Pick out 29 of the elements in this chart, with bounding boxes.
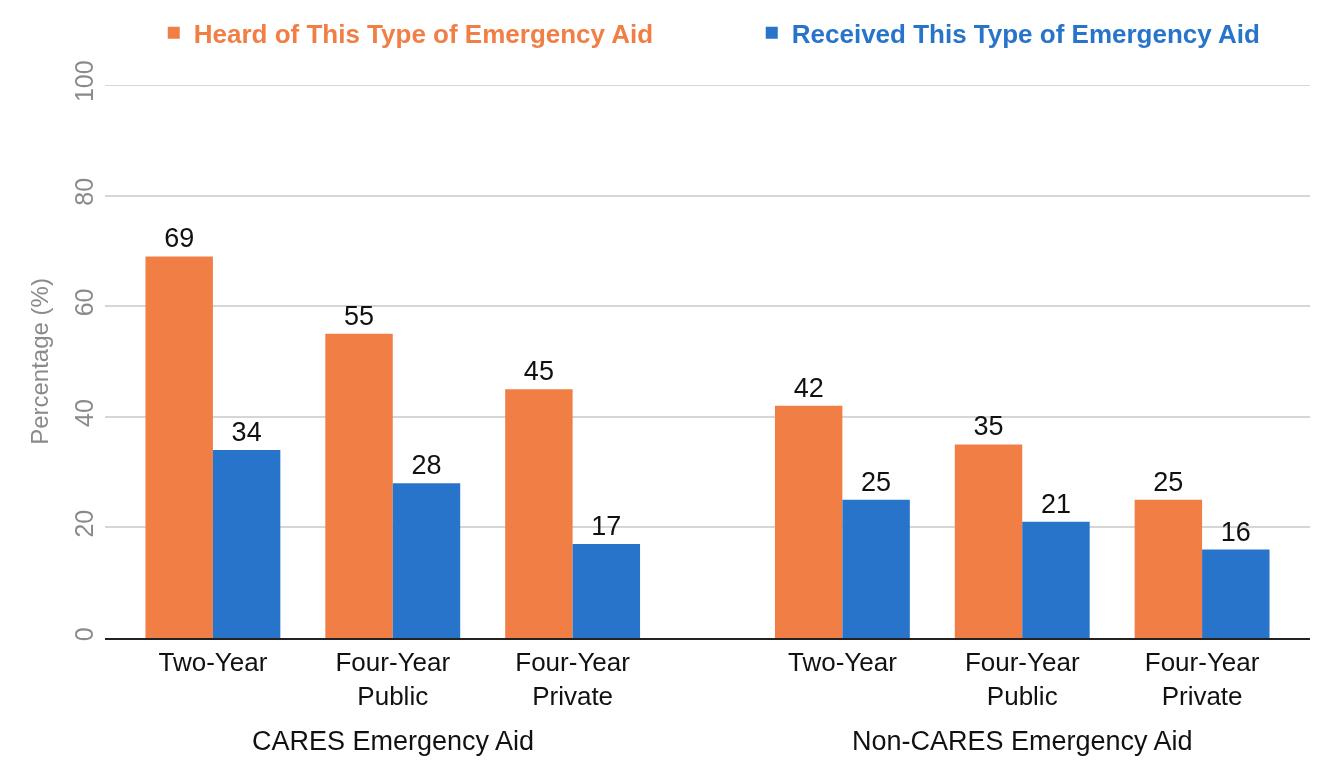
x-tick-label: Four-Year Public [335, 647, 451, 711]
data-label: 34 [231, 416, 262, 447]
y-axis-title: Percentage (%) [26, 278, 54, 445]
x-tick-label: Four-Year Private [1144, 647, 1260, 711]
data-label: 28 [411, 450, 442, 481]
text: Non-CARES Emergency Aid [852, 726, 1193, 756]
data-label: 21 [1040, 488, 1071, 519]
data-label: 69 [164, 223, 195, 254]
legend-label: Heard of This Type of Emergency Aid [193, 18, 654, 49]
y-tick-label: 60 [70, 288, 98, 317]
text: CARES Emergency Aid [252, 726, 535, 756]
data-label: 25 [861, 466, 892, 497]
data-label: 16 [1220, 516, 1251, 547]
x-tick-label: Two-Year [158, 647, 268, 678]
y-tick-label: 100 [70, 60, 98, 103]
legend-label: Received This Type of Emergency Aid [791, 18, 1260, 49]
data-label: 25 [1153, 466, 1184, 497]
x-tick-label: Two-Year [787, 647, 898, 678]
y-tick-label: 40 [70, 399, 98, 427]
data-label: 45 [523, 356, 554, 387]
x-tick-label: Four-Year Public [964, 647, 1080, 711]
y-tick-label: 80 [70, 177, 98, 206]
data-label: 35 [973, 411, 1004, 442]
data-label: 42 [793, 372, 824, 403]
data-label: 55 [344, 300, 375, 331]
y-tick-label: 20 [70, 509, 98, 538]
data-label: 17 [591, 510, 622, 541]
y-tick-label: 0 [70, 627, 98, 642]
x-tick-label: Four-Year Private [515, 647, 631, 711]
